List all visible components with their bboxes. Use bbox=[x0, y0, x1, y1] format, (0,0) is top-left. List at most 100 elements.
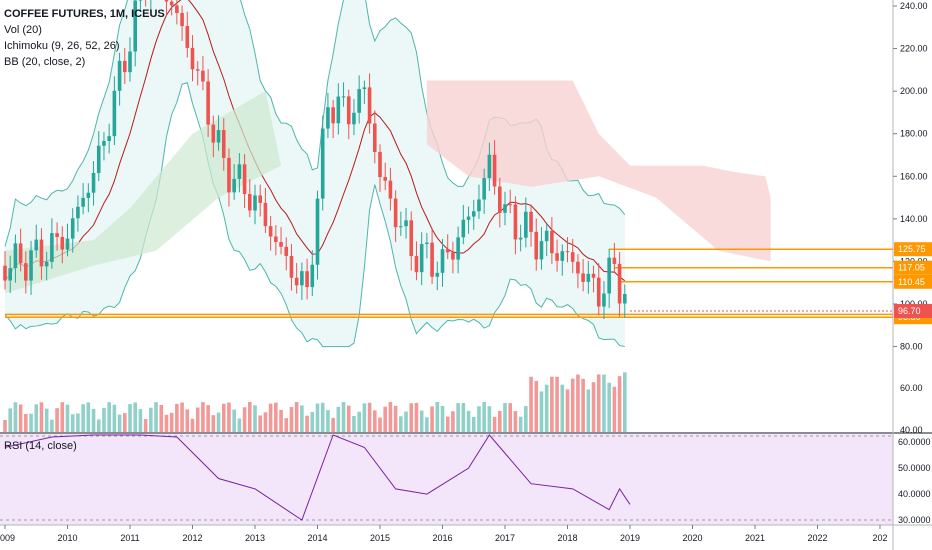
time-tick-label: 2011 bbox=[120, 533, 139, 543]
volume-bar bbox=[419, 410, 424, 432]
volume-bar bbox=[149, 407, 153, 432]
volume-bar bbox=[336, 406, 341, 432]
candle-body bbox=[112, 90, 117, 137]
candle-body bbox=[456, 237, 460, 260]
volume-bar bbox=[320, 402, 325, 432]
price-tick-label: 140.00 bbox=[900, 214, 928, 224]
rsi-tick-label: 60.0000 bbox=[898, 437, 931, 447]
volume-bar bbox=[65, 404, 70, 432]
volume-bar bbox=[102, 407, 106, 432]
volume-bar bbox=[258, 415, 263, 432]
candle-body bbox=[550, 230, 554, 254]
volume-bar bbox=[409, 403, 414, 432]
volume-bar bbox=[341, 402, 346, 432]
volume-bar bbox=[221, 403, 226, 432]
volume-bar bbox=[362, 403, 367, 432]
price-tick-label: 220.00 bbox=[900, 44, 928, 54]
candle-body bbox=[388, 180, 393, 199]
volume-tick-label: 40.00 bbox=[900, 425, 923, 435]
volume-bar bbox=[622, 372, 627, 432]
volume-bar bbox=[513, 411, 518, 432]
candle-body bbox=[274, 236, 278, 243]
candle-body bbox=[617, 263, 622, 304]
candle-body bbox=[227, 157, 231, 193]
volume-bar bbox=[253, 405, 257, 432]
volume-bar bbox=[216, 412, 221, 432]
volume-bar bbox=[128, 404, 132, 432]
volume-bar bbox=[539, 391, 544, 432]
volume-bar bbox=[591, 382, 596, 432]
candle-body bbox=[13, 243, 18, 269]
candle-body bbox=[96, 145, 101, 173]
volume-bar bbox=[117, 414, 122, 432]
candle-body bbox=[169, 1, 174, 6]
volume-bar bbox=[565, 389, 570, 432]
volume-bar bbox=[263, 412, 268, 432]
candle-body bbox=[539, 241, 544, 260]
candle-body bbox=[34, 239, 39, 251]
volume-bar bbox=[195, 407, 200, 432]
volume-bar bbox=[586, 389, 591, 432]
candle-body bbox=[81, 197, 85, 207]
candle-body bbox=[320, 128, 325, 199]
volume-bar bbox=[279, 409, 283, 432]
ichimoku-indicator-label: Ichimoku (9, 26, 52, 26) bbox=[4, 40, 120, 52]
rsi-tick-label: 40.0000 bbox=[898, 489, 931, 499]
candle-body bbox=[268, 226, 273, 237]
candle-body bbox=[529, 211, 533, 232]
volume-bar bbox=[352, 416, 356, 432]
volume-bar bbox=[482, 402, 486, 432]
volume-bar bbox=[544, 384, 549, 432]
candle-body bbox=[570, 252, 575, 262]
price-level-badge bbox=[894, 242, 932, 257]
volume-bar bbox=[487, 406, 492, 432]
candle-body bbox=[430, 242, 434, 277]
price-level-label: 110.45 bbox=[898, 277, 925, 287]
volume-bar bbox=[440, 406, 445, 432]
rsi-tick-label: 50.0000 bbox=[898, 463, 931, 473]
candle-body bbox=[289, 255, 294, 278]
time-tick-label: 2022 bbox=[807, 533, 827, 543]
candle-body bbox=[180, 13, 184, 27]
volume-tick-label: 60.00 bbox=[900, 383, 923, 393]
candle-body bbox=[237, 164, 242, 179]
candle-body bbox=[70, 218, 75, 239]
candle-body bbox=[383, 177, 388, 181]
volume-bar bbox=[185, 409, 190, 432]
volume-bar bbox=[388, 402, 393, 432]
candle-body bbox=[352, 112, 356, 125]
volume-bar bbox=[206, 405, 210, 432]
candle-body bbox=[414, 256, 419, 273]
candle-body bbox=[247, 194, 252, 211]
candle-body bbox=[362, 87, 367, 90]
candle-body bbox=[492, 154, 497, 187]
volume-bar bbox=[383, 406, 388, 432]
candle-body bbox=[117, 60, 122, 91]
rsi-tick-label: 30.0000 bbox=[898, 515, 931, 525]
price-level-label: 125.75 bbox=[898, 244, 926, 254]
candle-body bbox=[372, 123, 377, 152]
volume-bar bbox=[138, 409, 143, 432]
symbol-title: COFFEE FUTURES, 1M, ICEUS bbox=[4, 8, 165, 20]
candle-body bbox=[440, 249, 445, 273]
candle-body bbox=[560, 251, 565, 261]
volume-bar bbox=[331, 417, 335, 432]
time-tick-label: 2018 bbox=[557, 533, 577, 543]
volume-bar bbox=[175, 403, 179, 432]
candle-body bbox=[425, 242, 429, 245]
volume-bar bbox=[310, 412, 315, 432]
volume-bar bbox=[169, 412, 174, 432]
time-tick-label: 2019 bbox=[620, 533, 640, 543]
volume-bar bbox=[44, 408, 49, 432]
candle-body bbox=[8, 268, 13, 281]
price-level-label: 117.05 bbox=[898, 263, 925, 273]
volume-bar bbox=[570, 378, 575, 432]
candle-body bbox=[29, 250, 33, 281]
volume-bar bbox=[425, 417, 429, 432]
volume-bar bbox=[242, 407, 247, 432]
bollinger-basis-line bbox=[4, 0, 626, 282]
candle-body bbox=[185, 26, 190, 48]
volume-bar bbox=[456, 403, 460, 432]
candle-body bbox=[44, 261, 49, 267]
